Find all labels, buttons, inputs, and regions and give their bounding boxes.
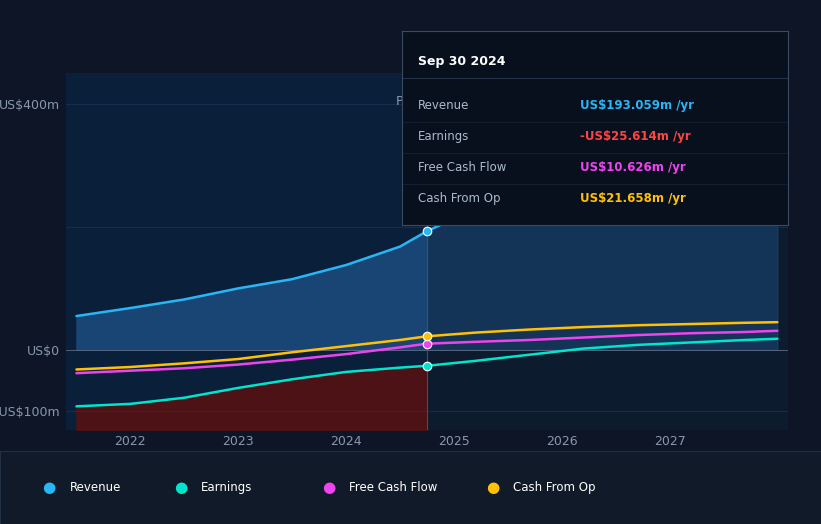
Text: Free Cash Flow: Free Cash Flow [349,481,438,494]
Text: Analysts Forecasts: Analysts Forecasts [433,95,548,108]
Text: ●: ● [322,480,335,495]
Text: US$193.059m /yr: US$193.059m /yr [580,99,694,112]
Text: Revenue: Revenue [70,481,122,494]
Text: -US$25.614m /yr: -US$25.614m /yr [580,129,690,143]
Text: Past: Past [396,95,421,108]
Text: US$21.658m /yr: US$21.658m /yr [580,192,686,205]
Text: Earnings: Earnings [201,481,253,494]
Point [420,332,433,341]
Text: Earnings: Earnings [418,129,469,143]
Text: Cash From Op: Cash From Op [513,481,595,494]
Text: ●: ● [174,480,187,495]
Point [420,227,433,235]
Text: Sep 30 2024: Sep 30 2024 [418,54,505,68]
Text: Cash From Op: Cash From Op [418,192,500,205]
Bar [66,73,427,430]
Point [420,362,433,370]
Text: Revenue: Revenue [418,99,469,112]
Text: US$10.626m /yr: US$10.626m /yr [580,161,686,173]
Text: ●: ● [43,480,56,495]
Point [420,340,433,348]
Text: Free Cash Flow: Free Cash Flow [418,161,506,173]
Text: ●: ● [486,480,499,495]
